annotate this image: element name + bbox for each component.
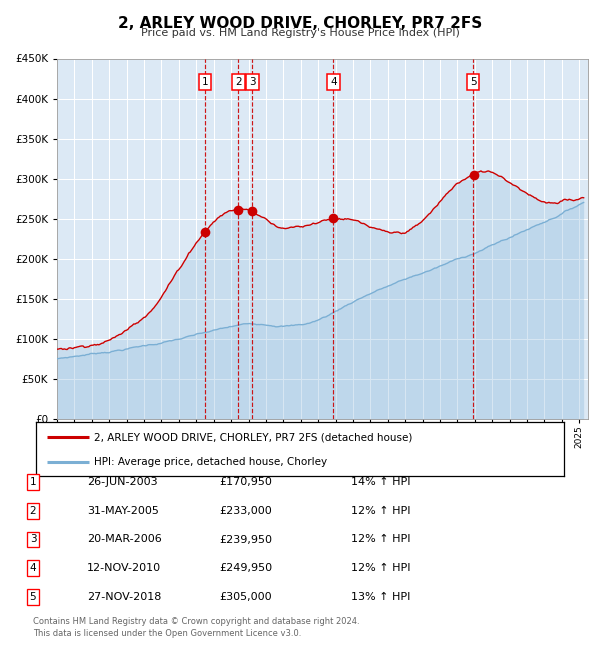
Text: 4: 4 [29, 563, 37, 573]
Text: 5: 5 [470, 77, 476, 87]
Text: Contains HM Land Registry data © Crown copyright and database right 2024.
This d: Contains HM Land Registry data © Crown c… [33, 618, 359, 638]
Text: 5: 5 [29, 592, 37, 602]
Text: 12% ↑ HPI: 12% ↑ HPI [351, 534, 410, 545]
Text: 2, ARLEY WOOD DRIVE, CHORLEY, PR7 2FS (detached house): 2, ARLEY WOOD DRIVE, CHORLEY, PR7 2FS (d… [94, 432, 412, 443]
Text: £249,950: £249,950 [219, 563, 272, 573]
Text: 12% ↑ HPI: 12% ↑ HPI [351, 506, 410, 516]
Text: 1: 1 [29, 477, 37, 488]
Text: Price paid vs. HM Land Registry's House Price Index (HPI): Price paid vs. HM Land Registry's House … [140, 28, 460, 38]
Text: 4: 4 [330, 77, 337, 87]
Text: 31-MAY-2005: 31-MAY-2005 [87, 506, 159, 516]
Text: 12-NOV-2010: 12-NOV-2010 [87, 563, 161, 573]
Text: 26-JUN-2003: 26-JUN-2003 [87, 477, 158, 488]
Text: £170,950: £170,950 [219, 477, 272, 488]
Text: £233,000: £233,000 [219, 506, 272, 516]
Text: 20-MAR-2006: 20-MAR-2006 [87, 534, 162, 545]
Text: 3: 3 [249, 77, 256, 87]
Text: £305,000: £305,000 [219, 592, 272, 602]
Text: 3: 3 [29, 534, 37, 545]
Text: 27-NOV-2018: 27-NOV-2018 [87, 592, 161, 602]
Text: 1: 1 [202, 77, 208, 87]
Text: £239,950: £239,950 [219, 534, 272, 545]
Text: HPI: Average price, detached house, Chorley: HPI: Average price, detached house, Chor… [94, 457, 327, 467]
Text: 13% ↑ HPI: 13% ↑ HPI [351, 592, 410, 602]
Text: 12% ↑ HPI: 12% ↑ HPI [351, 563, 410, 573]
Text: 2: 2 [235, 77, 242, 87]
Text: 2, ARLEY WOOD DRIVE, CHORLEY, PR7 2FS: 2, ARLEY WOOD DRIVE, CHORLEY, PR7 2FS [118, 16, 482, 31]
Text: 14% ↑ HPI: 14% ↑ HPI [351, 477, 410, 488]
Text: 2: 2 [29, 506, 37, 516]
